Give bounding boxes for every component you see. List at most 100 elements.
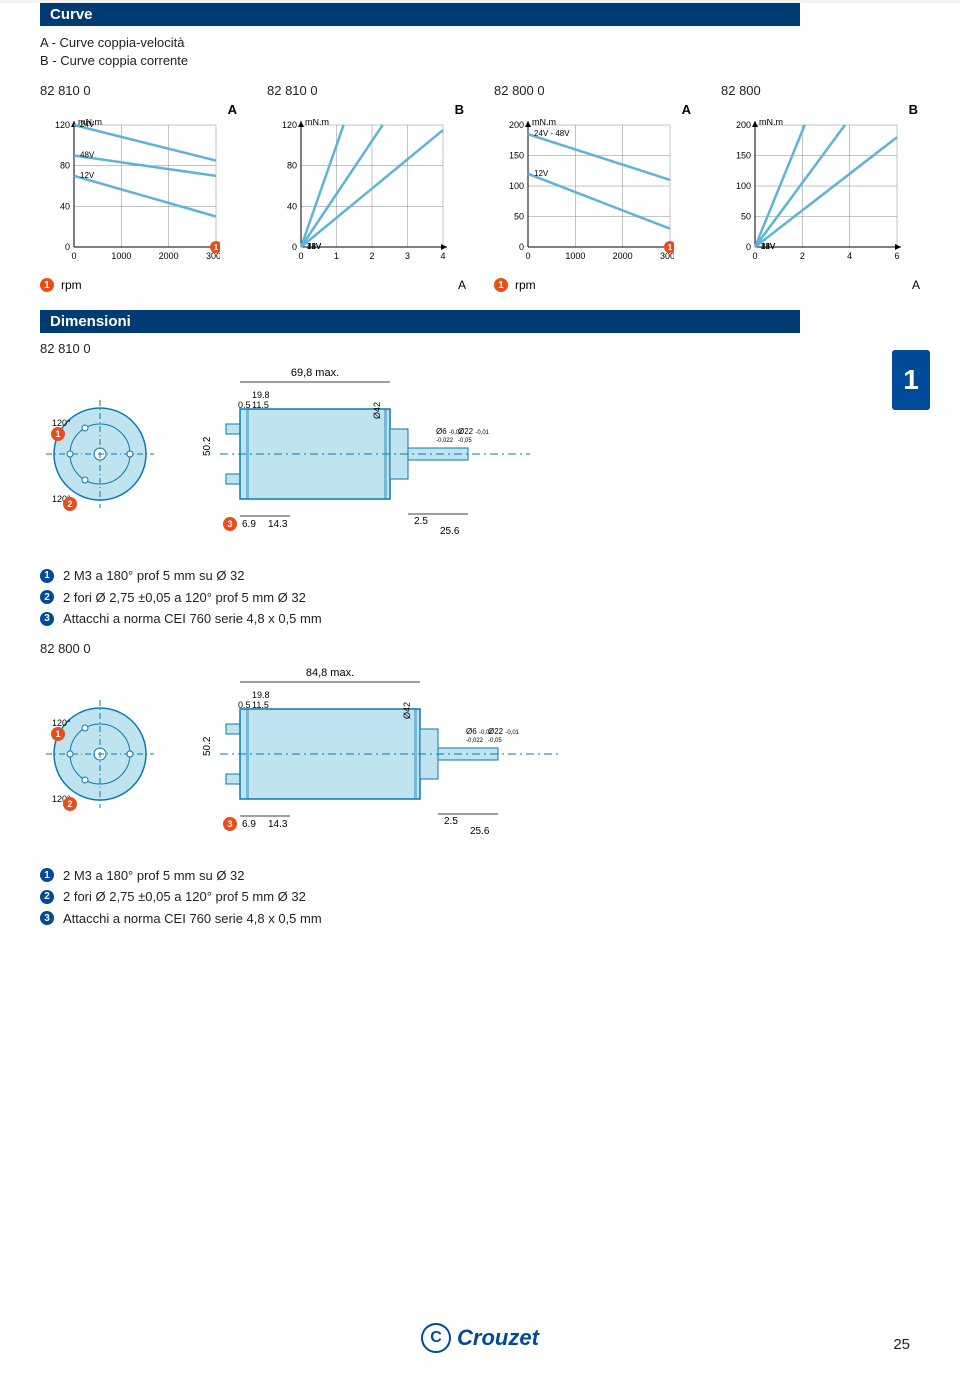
chart-letter: B xyxy=(721,102,920,117)
svg-text:2: 2 xyxy=(67,799,72,809)
svg-text:mN.m: mN.m xyxy=(532,119,556,127)
drawing-notes-0: 12 M3 a 180° prof 5 mm su Ø 3222 fori Ø … xyxy=(40,566,920,629)
chart-letter: A xyxy=(494,102,693,117)
svg-text:2000: 2000 xyxy=(613,251,633,261)
svg-text:4: 4 xyxy=(440,251,445,261)
svg-text:-0,022: -0,022 xyxy=(466,738,484,744)
chart-svg: mN.m012340408012048V24V12V xyxy=(267,119,447,269)
chart-x-caption: A xyxy=(267,278,466,292)
dimensioni-section-bar: Dimensioni xyxy=(40,310,800,333)
note-text: Attacchi a norma CEI 760 serie 4,8 x 0,5… xyxy=(63,909,322,929)
svg-text:40: 40 xyxy=(60,201,70,211)
note-text: 2 M3 a 180° prof 5 mm su Ø 32 xyxy=(63,866,245,886)
svg-text:2.5: 2.5 xyxy=(414,516,428,527)
page-number: 25 xyxy=(893,1336,910,1353)
brand-logo: C Crouzet xyxy=(421,1323,539,1353)
svg-text:1: 1 xyxy=(55,429,60,439)
note-text: 2 M3 a 180° prof 5 mm su Ø 32 xyxy=(63,566,245,586)
svg-text:11.5: 11.5 xyxy=(252,700,269,710)
svg-text:84,8 max.: 84,8 max. xyxy=(306,667,354,679)
chart-2: 82 800 0 A mN.m0100020003000050100150200… xyxy=(494,83,693,292)
svg-text:11.5: 11.5 xyxy=(252,400,269,410)
curve-legend: A - Curve coppia-velocità B - Curve copp… xyxy=(40,34,920,69)
svg-text:24V: 24V xyxy=(80,120,95,129)
svg-text:69,8 max.: 69,8 max. xyxy=(291,367,339,379)
svg-text:50.2: 50.2 xyxy=(202,736,213,756)
svg-text:150: 150 xyxy=(736,151,751,161)
drawing-notes-1: 12 M3 a 180° prof 5 mm su Ø 3222 fori Ø … xyxy=(40,866,920,929)
svg-text:120°: 120° xyxy=(52,418,71,428)
svg-text:3: 3 xyxy=(405,251,410,261)
svg-text:120: 120 xyxy=(282,120,297,130)
svg-text:0: 0 xyxy=(519,242,524,252)
chart-0: 82 810 0 A mN.m01000200030000408012024V4… xyxy=(40,83,239,292)
svg-text:1: 1 xyxy=(55,729,60,739)
svg-text:80: 80 xyxy=(287,161,297,171)
curve-title: Curve xyxy=(50,6,93,23)
svg-text:100: 100 xyxy=(509,181,524,191)
svg-text:-0,022: -0,022 xyxy=(436,438,454,444)
svg-text:50.2: 50.2 xyxy=(202,436,213,456)
svg-text:6.9: 6.9 xyxy=(242,519,256,530)
chart-letter: B xyxy=(267,102,466,117)
note-text: 2 fori Ø 2,75 ±0,05 a 120° prof 5 mm Ø 3… xyxy=(63,588,306,608)
svg-text:3: 3 xyxy=(227,519,232,529)
svg-text:80: 80 xyxy=(60,161,70,171)
svg-text:1: 1 xyxy=(334,251,339,261)
chart-model: 82 800 xyxy=(721,83,920,98)
svg-text:2: 2 xyxy=(369,251,374,261)
svg-text:1: 1 xyxy=(214,243,219,252)
chart-letter: A xyxy=(40,102,239,117)
svg-text:0.5: 0.5 xyxy=(238,700,251,710)
svg-text:1: 1 xyxy=(668,243,673,252)
face-view: 120° 120° 1 2 xyxy=(40,394,160,514)
svg-text:48V: 48V xyxy=(80,151,95,160)
svg-text:Ø22 -0,01: Ø22 -0,01 xyxy=(458,427,490,436)
drawing-model: 82 800 0 xyxy=(40,641,920,656)
note-text: Attacchi a norma CEI 760 serie 4,8 x 0,5… xyxy=(63,609,322,629)
svg-text:200: 200 xyxy=(736,120,751,130)
svg-text:0: 0 xyxy=(298,251,303,261)
svg-text:120: 120 xyxy=(55,120,70,130)
face-view: 120° 120° 1 2 xyxy=(40,694,160,814)
svg-text:14.3: 14.3 xyxy=(268,519,288,530)
logo-mark-icon: C xyxy=(421,1323,451,1353)
svg-text:1000: 1000 xyxy=(111,251,131,261)
chart-model: 82 810 0 xyxy=(40,83,239,98)
chart-model: 82 800 0 xyxy=(494,83,693,98)
chart-x-caption: 1rpm xyxy=(494,278,693,292)
drawing-block-1: 120° 120° 1 2 84,8 max. 50.2 19.8 11.5 0… xyxy=(40,664,920,844)
svg-text:3: 3 xyxy=(227,819,232,829)
svg-text:0: 0 xyxy=(746,242,751,252)
svg-text:4: 4 xyxy=(847,251,852,261)
svg-text:12V: 12V xyxy=(307,242,322,251)
svg-text:Ø42: Ø42 xyxy=(402,702,412,719)
svg-text:0: 0 xyxy=(65,242,70,252)
chart-model: 82 810 0 xyxy=(267,83,466,98)
curve-section-bar: Curve xyxy=(40,3,800,26)
drawing-model: 82 810 0 xyxy=(40,341,920,356)
svg-text:mN.m: mN.m xyxy=(759,119,783,127)
legend-b: B - Curve coppia corrente xyxy=(40,53,188,68)
side-view: 84,8 max. 50.2 19.8 11.5 0.5 Ø42 Ø6 -0,0… xyxy=(190,664,570,844)
svg-text:24V - 48V: 24V - 48V xyxy=(534,129,570,138)
charts-row: 82 810 0 A mN.m01000200030000408012024V4… xyxy=(40,83,920,292)
svg-text:0: 0 xyxy=(71,251,76,261)
svg-text:0: 0 xyxy=(525,251,530,261)
svg-text:200: 200 xyxy=(509,120,524,130)
side-view: 69,8 max. 50.2 19.8 11.5 0.5 Ø42 Ø6 -0,0… xyxy=(190,364,540,544)
svg-text:2.5: 2.5 xyxy=(444,816,458,827)
drawing-block-0: 120° 120° 1 2 69,8 max. 50.2 19.8 11.5 0… xyxy=(40,364,920,544)
footer: C Crouzet xyxy=(0,1323,960,1353)
svg-text:50: 50 xyxy=(741,212,751,222)
svg-text:12V: 12V xyxy=(761,242,776,251)
chart-3: 82 800 B mN.m024605010015020048V24V12V A xyxy=(721,83,920,292)
svg-text:50: 50 xyxy=(514,212,524,222)
chart-x-caption: A xyxy=(721,278,920,292)
svg-text:100: 100 xyxy=(736,181,751,191)
svg-text:12V: 12V xyxy=(80,171,95,180)
svg-text:mN.m: mN.m xyxy=(305,119,329,127)
brand-name: Crouzet xyxy=(457,1325,539,1351)
svg-text:25.6: 25.6 xyxy=(470,826,490,837)
svg-text:12V: 12V xyxy=(534,169,549,178)
